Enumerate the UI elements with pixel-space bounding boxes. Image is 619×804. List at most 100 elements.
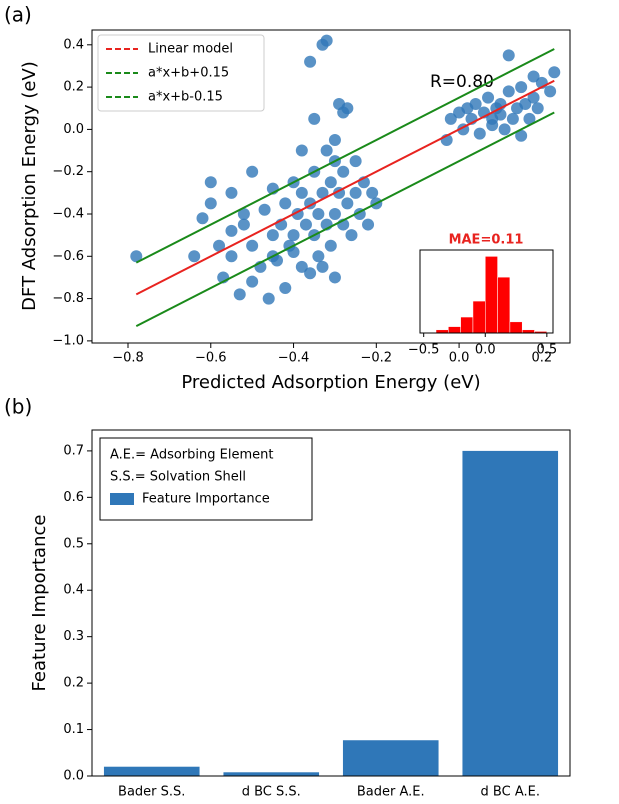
point xyxy=(515,81,528,94)
y-tick-label: 0.1 xyxy=(63,722,84,737)
axes-frame xyxy=(91,429,571,777)
point xyxy=(531,102,544,115)
point xyxy=(225,250,238,263)
y-tick-label: 0.2 xyxy=(63,80,84,95)
x-tick-label: d BC S.S. xyxy=(242,785,301,800)
legend-label: Linear model xyxy=(148,42,233,57)
point xyxy=(246,239,259,252)
point xyxy=(349,186,362,199)
bar xyxy=(342,740,439,776)
x-tick-label: 0.0 xyxy=(475,343,496,358)
point xyxy=(337,165,350,178)
point xyxy=(237,218,250,231)
point xyxy=(362,218,375,231)
x-tick-label: −0.6 xyxy=(195,351,227,366)
point xyxy=(328,271,341,284)
legend-box xyxy=(97,34,265,112)
point xyxy=(246,165,259,178)
point xyxy=(469,98,482,111)
point xyxy=(130,250,143,263)
bar xyxy=(223,772,320,776)
point xyxy=(320,34,333,47)
point xyxy=(308,112,321,125)
point xyxy=(299,218,312,231)
panel-label: (a) xyxy=(4,3,32,27)
point xyxy=(349,155,362,168)
point xyxy=(482,91,495,104)
point xyxy=(328,207,341,220)
x-tick-label: 0.5 xyxy=(536,343,557,358)
point xyxy=(196,212,209,225)
point xyxy=(258,203,271,216)
point xyxy=(312,250,325,263)
point xyxy=(328,133,341,146)
y-tick-label: −0.2 xyxy=(52,164,84,179)
y-tick-label: 0.0 xyxy=(63,769,84,784)
axes-frame xyxy=(419,249,554,334)
point xyxy=(312,207,325,220)
point xyxy=(316,186,329,199)
legend-note: A.E.= Adsorbing Element xyxy=(110,448,273,463)
x-tick-label: −0.8 xyxy=(112,351,144,366)
y-tick-label: 0.2 xyxy=(63,676,84,691)
point xyxy=(324,239,337,252)
point xyxy=(337,106,350,119)
point xyxy=(188,250,201,263)
x-tick-label: Bader A.E. xyxy=(357,785,425,800)
point xyxy=(320,144,333,157)
y-tick-label: −0.4 xyxy=(52,206,84,221)
legend-label: Feature Importance xyxy=(142,492,270,507)
y-tick-label: 0.5 xyxy=(63,536,84,551)
fit-line xyxy=(135,111,555,327)
y-axis-label: Feature Importance xyxy=(29,515,50,692)
y-tick-label: 0.4 xyxy=(63,583,84,598)
point xyxy=(213,239,226,252)
y-tick-label: 0.7 xyxy=(63,443,84,458)
point xyxy=(548,66,561,79)
point xyxy=(502,49,515,62)
point xyxy=(473,127,486,140)
axes-frame xyxy=(91,29,571,344)
point xyxy=(295,186,308,199)
legend-note: S.S.= Solvation Shell xyxy=(110,470,246,485)
point xyxy=(304,267,317,280)
bar xyxy=(462,450,559,776)
point xyxy=(527,91,540,104)
x-tick-label: −0.4 xyxy=(278,351,310,366)
fit-line xyxy=(135,48,555,264)
point xyxy=(444,112,457,125)
hist-bar xyxy=(472,300,486,334)
panel-label: (b) xyxy=(4,395,32,419)
point xyxy=(523,112,536,125)
point xyxy=(204,176,217,189)
point xyxy=(544,85,557,98)
point xyxy=(486,119,499,132)
x-axis-label: Predicted Adsorption Energy (eV) xyxy=(181,372,480,393)
legend-label: a*x+b+0.15 xyxy=(148,66,229,81)
point xyxy=(506,112,519,125)
point xyxy=(304,55,317,68)
point xyxy=(515,129,528,142)
point xyxy=(225,224,238,237)
x-tick-label: 0.2 xyxy=(532,351,553,366)
y-tick-label: −1.0 xyxy=(52,333,84,348)
point xyxy=(279,282,292,295)
point xyxy=(246,275,259,288)
point xyxy=(295,144,308,157)
point xyxy=(262,292,275,305)
x-tick-label: d BC A.E. xyxy=(481,785,540,800)
point xyxy=(266,229,279,242)
point xyxy=(233,288,246,301)
inset-title: MAE=0.11 xyxy=(449,233,524,248)
x-tick-label: 0.0 xyxy=(449,351,470,366)
y-tick-label: −0.6 xyxy=(52,249,84,264)
hist-bar xyxy=(497,276,511,334)
fit-line xyxy=(135,79,555,296)
point xyxy=(295,260,308,273)
y-tick-label: 0.4 xyxy=(63,37,84,52)
hist-bar xyxy=(509,321,523,334)
point xyxy=(519,98,532,111)
hist-bar xyxy=(460,316,474,334)
y-tick-label: 0.0 xyxy=(63,122,84,137)
